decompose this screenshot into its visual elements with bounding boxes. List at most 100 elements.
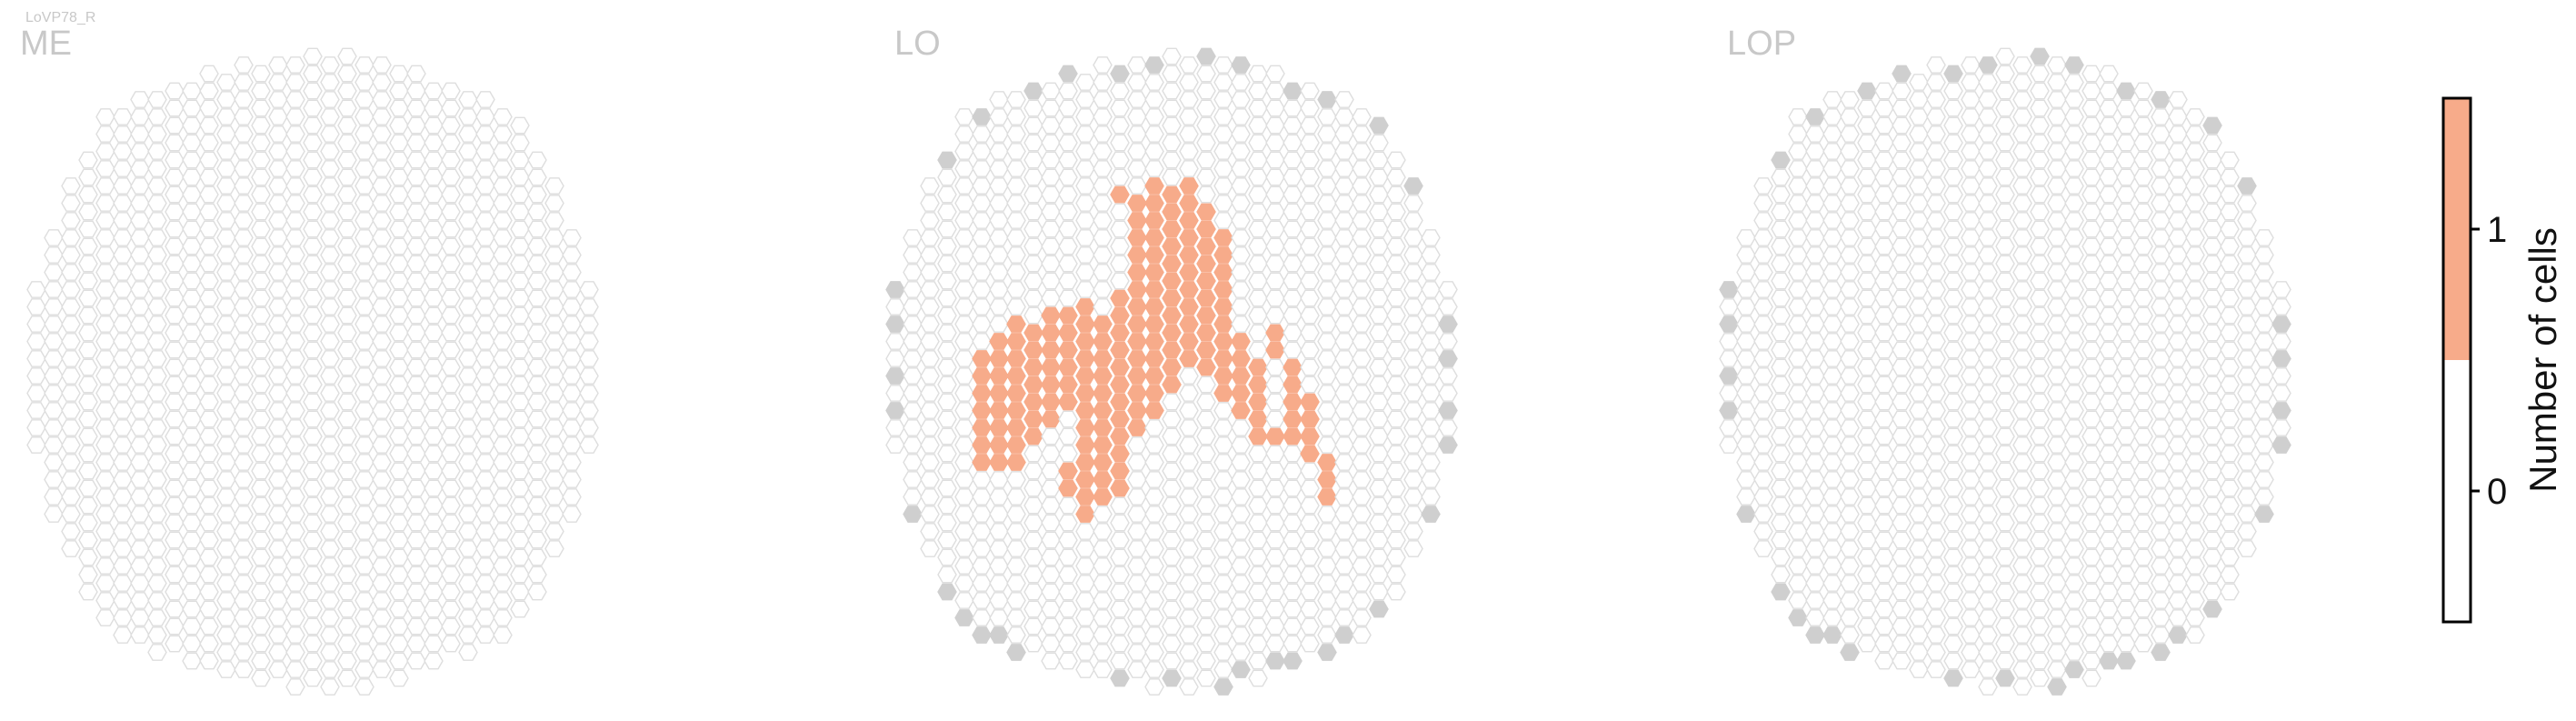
hex-column-empty	[1926, 281, 1946, 298]
hex-column-empty	[1144, 575, 1164, 592]
hex-column-empty	[1892, 410, 1912, 428]
hex-column-empty	[475, 229, 495, 246]
hex-column-empty	[2202, 531, 2222, 549]
hex-column-empty	[268, 264, 288, 281]
hex-column-empty	[1023, 548, 1043, 566]
hex-column-empty	[1041, 116, 1061, 135]
hex-column-empty	[2254, 350, 2274, 367]
hex-column-empty	[1213, 540, 1233, 557]
hex-column-empty	[1421, 367, 1441, 385]
hex-column-empty	[199, 652, 219, 670]
panel-lop: LOP	[1719, 25, 2291, 696]
hex-column-empty	[1006, 246, 1026, 264]
hex-column-empty	[303, 427, 323, 446]
hex-column-empty	[389, 462, 409, 480]
hex-column-empty	[1127, 436, 1147, 454]
hex-column-empty	[303, 600, 323, 618]
hex-column-value-1	[1248, 410, 1268, 428]
hex-column-empty	[1840, 626, 1860, 644]
hex-column-empty	[1857, 255, 1877, 273]
hex-column-empty	[2030, 635, 2050, 653]
hex-column-empty	[510, 376, 530, 394]
hex-column-empty	[475, 143, 495, 160]
hex-column-empty	[113, 264, 133, 281]
hex-column-empty	[2082, 635, 2102, 653]
hex-column-empty	[2220, 185, 2240, 204]
hex-column-empty	[1840, 436, 1860, 454]
hex-column-empty	[1127, 108, 1147, 125]
hex-column-empty	[2168, 350, 2188, 367]
hex-column-empty	[1334, 229, 1354, 246]
hex-column-empty	[2099, 306, 2119, 325]
hex-column-empty	[147, 506, 167, 523]
hex-column-empty	[1283, 341, 1303, 359]
hex-column-empty	[424, 358, 444, 376]
hex-column-value-1	[1110, 376, 1130, 394]
hex-column-empty	[2151, 557, 2171, 575]
hex-column-empty	[2099, 116, 2119, 135]
hex-column-empty	[2185, 264, 2205, 281]
hex-column-empty	[1196, 134, 1216, 152]
hex-column-empty	[234, 246, 254, 264]
hex-column-empty	[26, 333, 46, 350]
hex-column-empty	[389, 617, 409, 636]
hex-column-empty	[372, 367, 392, 385]
hex-column-value-1	[1006, 350, 1026, 367]
hex-column-empty	[1300, 376, 1320, 394]
hex-column-empty	[406, 168, 426, 186]
hex-column-empty	[1334, 160, 1354, 177]
hex-column-empty	[1317, 177, 1337, 195]
hex-column-empty	[1892, 583, 1912, 601]
hex-column-empty	[1179, 436, 1199, 454]
hex-column-empty	[2082, 652, 2102, 670]
hex-column-value-1	[972, 402, 992, 419]
hex-column-value-1	[1093, 488, 1113, 506]
hex-column-empty	[1317, 626, 1337, 644]
hex-column-empty	[2064, 333, 2084, 350]
hex-column-empty	[389, 514, 409, 532]
hex-column-empty	[2082, 566, 2102, 584]
hex-column-empty	[1352, 108, 1372, 125]
hex-column-empty	[2099, 479, 2119, 497]
hex-column-empty	[954, 125, 974, 143]
hex-column-empty	[130, 229, 150, 246]
hex-column-boundary	[885, 402, 905, 419]
hex-column-empty	[1213, 91, 1233, 108]
hex-column-value-1	[1248, 427, 1268, 446]
hex-column-empty	[1248, 99, 1268, 117]
hex-column-empty	[2202, 548, 2222, 566]
hex-column-empty	[1300, 185, 1320, 204]
hex-column-empty	[216, 402, 236, 419]
hex-column-empty	[2099, 566, 2119, 584]
hex-column-empty	[1943, 341, 1963, 359]
hex-column-empty	[1231, 229, 1251, 246]
hex-column-empty	[130, 523, 150, 540]
hex-column-empty	[1995, 548, 2015, 566]
hex-column-empty	[2185, 281, 2205, 298]
hex-column-empty	[2082, 548, 2102, 566]
hex-column-empty	[130, 471, 150, 488]
hex-column-empty	[303, 652, 323, 670]
hex-column-empty	[475, 540, 495, 557]
hex-column-empty	[251, 341, 271, 359]
hex-column-empty	[1265, 566, 1285, 584]
hex-column-empty	[406, 220, 426, 238]
hex-column-empty	[2030, 255, 2050, 273]
hex-column-empty	[1386, 168, 1406, 186]
hex-column-empty	[2185, 367, 2205, 385]
hex-column-empty	[2220, 410, 2240, 428]
hex-column-empty	[1892, 358, 1912, 376]
hex-column-empty	[2064, 195, 2084, 212]
hex-column-empty	[1805, 315, 1825, 333]
hex-column-empty	[354, 350, 374, 367]
hex-column-empty	[1369, 220, 1389, 238]
hex-column-empty	[544, 419, 564, 436]
hex-column-empty	[2012, 678, 2032, 696]
hex-column-empty	[320, 402, 340, 419]
hex-column-empty	[44, 264, 64, 281]
hex-column-value-1	[1213, 298, 1233, 315]
hex-column-value-1	[1144, 177, 1164, 195]
hex-column-empty	[372, 506, 392, 523]
hex-column-empty	[1231, 488, 1251, 506]
hex-column-empty	[989, 177, 1009, 195]
